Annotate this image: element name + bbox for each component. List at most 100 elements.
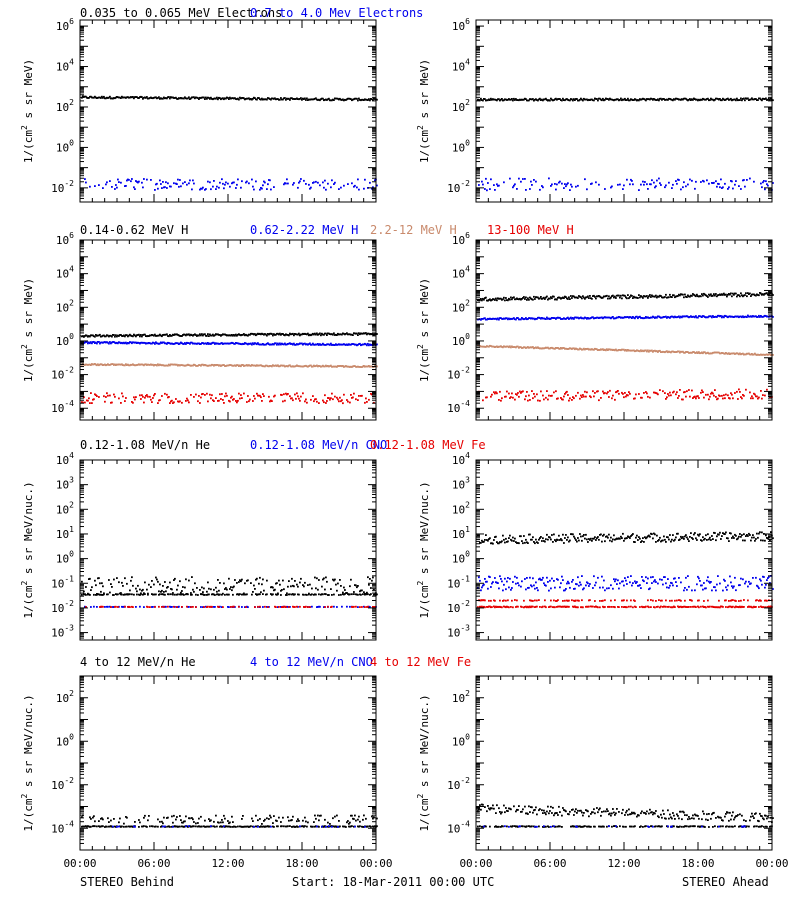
point-3-2-145: [622, 348, 624, 351]
point-2-2-290: [371, 365, 373, 368]
point-3-2-111: [588, 348, 590, 351]
point-3-2-163: [640, 349, 642, 352]
point-0-0-92: [173, 97, 175, 99]
point-4-0-90: [171, 588, 173, 591]
point-0-0-289: [370, 98, 372, 100]
point-3-2-199: [676, 351, 678, 353]
point-2-0-139: [220, 334, 222, 337]
point-2-1-239: [320, 344, 322, 346]
point-2-2-157: [238, 365, 240, 367]
point-3-0-146: [623, 294, 625, 297]
point-2-0-26: [107, 334, 109, 337]
point-3-2-80: [557, 347, 559, 349]
point-3-0-104: [581, 297, 583, 300]
point-3-2-96: [573, 347, 575, 350]
point-4-0-163: [244, 582, 246, 585]
point-1-0-131: [608, 98, 610, 101]
point-4-0-45: [126, 582, 128, 585]
point-4-0-148: [229, 588, 231, 590]
point-4-1-174: [255, 593, 257, 595]
point-3-2-143: [620, 349, 622, 352]
point-3-0-60: [537, 296, 539, 299]
point-2-1-14: [95, 341, 97, 344]
point-3-2-259: [736, 352, 738, 355]
point-5-0-114: [591, 539, 593, 542]
point-1-0-123: [600, 98, 602, 101]
point-3-1-102: [579, 317, 581, 319]
point-2-0-128: [209, 333, 211, 336]
point-0-1-132: [213, 180, 215, 182]
point-4-0-40: [121, 581, 123, 584]
point-3-1-189: [666, 317, 668, 319]
point-2-1-213: [294, 343, 296, 346]
point-2-0-39: [120, 334, 122, 336]
point-4-3-292: [373, 606, 375, 608]
point-2-3-65: [146, 394, 148, 396]
point-4-2-28: [109, 605, 111, 608]
point-3-1-38: [515, 318, 517, 321]
point-3-1-6: [483, 317, 485, 320]
point-3-2-179: [656, 350, 658, 352]
point-4-1-136: [217, 593, 219, 596]
point-2-0-166: [247, 334, 249, 337]
point-1-0-7: [484, 98, 486, 100]
point-3-1-208: [685, 315, 687, 318]
point-4-2-287: [368, 605, 370, 608]
point-2-2-31: [112, 363, 114, 365]
point-3-0-111: [588, 297, 590, 299]
point-2-0-211: [292, 332, 294, 335]
point-3-1-131: [608, 316, 610, 319]
point-2-3-157: [238, 392, 240, 395]
point-3-1-61: [538, 316, 540, 319]
point-2-3-96: [177, 400, 179, 403]
point-3-3-87: [564, 393, 566, 395]
point-0-0-184: [265, 98, 267, 101]
point-2-2-44: [125, 363, 127, 366]
point-3-3-185: [662, 390, 664, 393]
point-5-0-98: [575, 539, 577, 541]
point-3-3-117: [594, 392, 596, 394]
point-3-0-147: [624, 294, 626, 297]
point-3-3-272: [749, 391, 751, 394]
point-1-1-114: [591, 182, 593, 185]
point-1-0-226: [703, 98, 705, 101]
point-3-2-286: [763, 353, 765, 356]
point-0-0-18: [99, 96, 101, 99]
point-3-1-203: [680, 315, 682, 318]
point-2-2-165: [246, 364, 248, 366]
point-3-1-154: [631, 317, 633, 319]
point-1-0-288: [765, 97, 767, 100]
point-0-0-78: [159, 98, 161, 100]
point-2-2-39: [120, 363, 122, 366]
point-3-1-289: [766, 315, 768, 318]
point-1-0-53: [530, 98, 532, 101]
point-4-0-223: [304, 581, 306, 584]
point-2-0-231: [312, 332, 314, 335]
point-4-3-218: [299, 605, 301, 608]
point-2-3-156: [237, 399, 239, 402]
point-1-0-208: [685, 97, 687, 100]
point-4-0-256: [337, 582, 339, 585]
point-0-1-234: [315, 180, 317, 183]
point-3-0-194: [671, 296, 673, 298]
point-3-2-5: [482, 345, 484, 348]
point-3-1-119: [596, 316, 598, 319]
point-3-0-8: [485, 296, 487, 299]
point-2-1-19: [100, 341, 102, 344]
point-1-0-140: [617, 98, 619, 101]
point-5-0-41: [518, 542, 520, 545]
point-4-3-105: [186, 605, 188, 608]
point-5-0-30: [507, 540, 509, 543]
point-2-3-247: [328, 397, 330, 399]
point-4-0-236: [317, 588, 319, 591]
point-3-0-117: [594, 295, 596, 298]
point-4-0-255: [336, 589, 338, 592]
point-3-1-227: [704, 316, 706, 318]
point-2-3-116: [197, 400, 199, 403]
point-2-1-179: [260, 343, 262, 346]
point-3-2-215: [692, 351, 694, 353]
point-1-0-245: [722, 97, 724, 100]
point-3-1-170: [647, 316, 649, 319]
point-5-0-146: [623, 539, 625, 542]
point-4-2-205: [286, 605, 288, 608]
